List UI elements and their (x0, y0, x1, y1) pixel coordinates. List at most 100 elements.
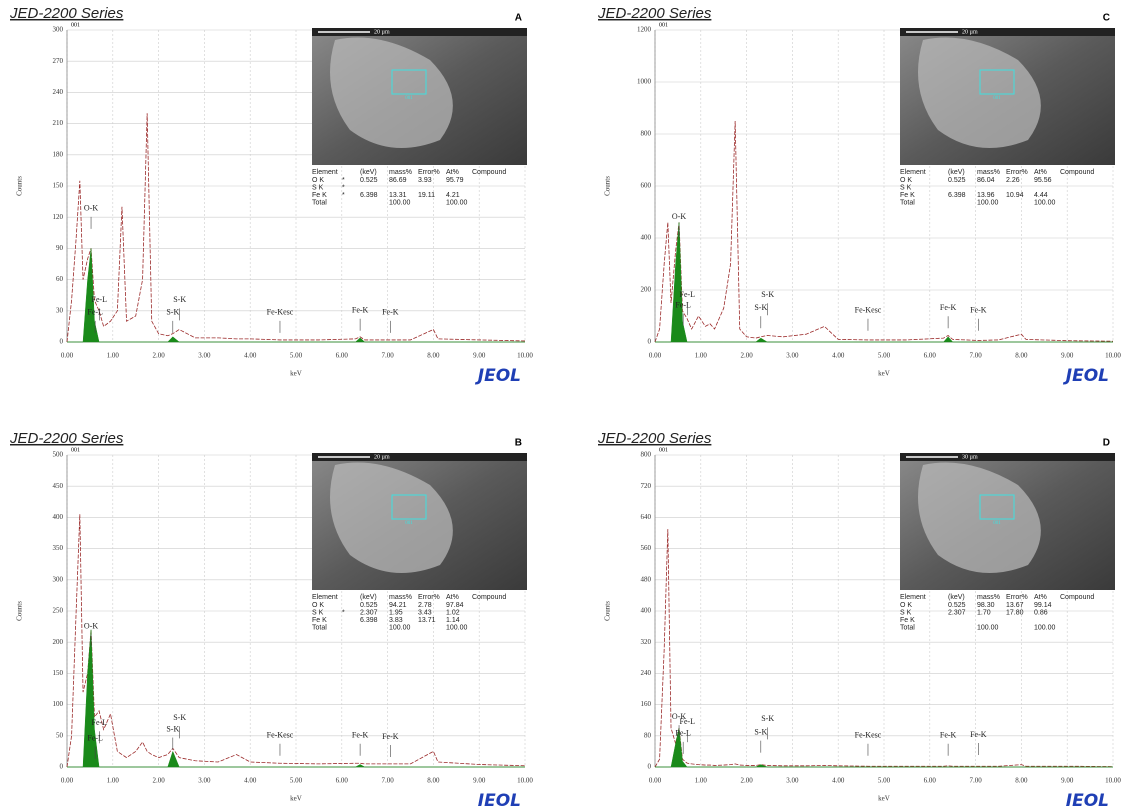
table-header: At% (446, 169, 459, 176)
table-header: Element (900, 594, 926, 601)
panel-label: D (1103, 438, 1110, 449)
table-cell: Fe K (312, 192, 327, 199)
y-tick-label: 1000 (637, 78, 652, 86)
table-cell: 10.94 (1006, 192, 1024, 199)
x-tick-label: 3.00 (198, 777, 211, 785)
peak-label: Fe-K (970, 730, 987, 739)
table-cell: 0.525 (360, 602, 378, 609)
peak-label: Fe-K (352, 306, 369, 315)
y-tick-label: 350 (53, 544, 64, 552)
table-cell: 0.86 (1034, 609, 1048, 616)
y-tick-label: 450 (53, 482, 64, 490)
y-tick-label: 30 (56, 306, 64, 314)
table-cell: S K (312, 184, 324, 191)
scale-bar-bg (312, 28, 527, 36)
x-axis-label: keV (290, 370, 302, 378)
table-cell: 100.00 (1034, 624, 1056, 631)
x-tick-label: 9.00 (473, 352, 486, 360)
x-tick-label: 7.00 (381, 352, 394, 360)
region-box (391, 69, 427, 95)
table-cell: 3.83 (389, 617, 403, 624)
table-cell: 95.79 (446, 177, 464, 184)
x-tick-label: 5.00 (290, 352, 303, 360)
x-tick-label: 9.00 (1061, 777, 1074, 785)
y-tick-label: 600 (641, 182, 652, 190)
x-tick-label: 4.00 (244, 352, 257, 360)
table-header: At% (1034, 169, 1047, 176)
table-header: (keV) (948, 169, 965, 176)
table-cell: Total (312, 624, 327, 631)
peak-area (67, 629, 525, 768)
logo: JEOL (475, 366, 521, 386)
peak-label: Fe-Kesc (267, 308, 294, 317)
x-tick-label: 6.00 (336, 352, 349, 360)
panel: JED-2200 Series B 001 0.00 1.00 2.00 3.00 4.00 5… (9, 430, 533, 806)
table-header: Error% (1006, 169, 1028, 176)
x-axis-label: keV (878, 795, 890, 803)
chart-title: JED-2200 Series (597, 5, 712, 22)
region-box (979, 69, 1015, 95)
peak-label: S-K (166, 308, 179, 317)
table-header: At% (1034, 594, 1047, 601)
table-cell: 2.26 (1006, 177, 1020, 184)
scale-label: 20 µm (374, 29, 390, 35)
spectrum-label: 001 (71, 447, 80, 453)
image-particle (330, 37, 453, 148)
table-cell: Fe K (900, 617, 915, 624)
y-tick-label: 270 (53, 57, 64, 65)
table-header: Error% (418, 594, 440, 601)
x-axis-label: keV (878, 370, 890, 378)
sem-image: 20 µm 001 (312, 453, 527, 590)
table-header: mass% (389, 594, 412, 601)
x-tick-label: 3.00 (198, 352, 211, 360)
y-tick-label: 300 (53, 575, 64, 583)
table-cell: 100.00 (389, 199, 411, 206)
image-particle (918, 37, 1041, 148)
peak-label: Fe-Kesc (855, 306, 882, 315)
panel-label: A (515, 13, 522, 24)
x-tick-label: 4.00 (244, 777, 257, 785)
table-cell: 94.21 (389, 602, 407, 609)
table-cell: Total (900, 624, 915, 631)
x-tick-label: 7.00 (969, 777, 982, 785)
region-box (391, 494, 427, 520)
x-tick-label: 10.00 (1105, 777, 1121, 785)
table-cell: 6.398 (948, 192, 966, 199)
y-tick-label: 800 (641, 130, 652, 138)
table-cell: 0.525 (948, 602, 966, 609)
x-tick-label: 6.00 (924, 352, 937, 360)
table-cell: 100.00 (446, 624, 468, 631)
table-cell: Fe K (900, 192, 915, 199)
peak-area (655, 727, 1113, 768)
peak-label: O-K (84, 621, 98, 630)
x-tick-label: 6.00 (924, 777, 937, 785)
panel-label: C (1103, 13, 1110, 24)
table-cell: 1.95 (389, 609, 403, 616)
table-cell: 86.69 (389, 177, 407, 184)
table-cell: 3.93 (418, 177, 432, 184)
peak-label: Fe-L (675, 300, 691, 309)
table-header: (keV) (948, 594, 965, 601)
table-cell: 19.11 (418, 192, 435, 199)
x-tick-label: 1.00 (695, 352, 708, 360)
y-tick-label: 150 (53, 182, 64, 190)
table-cell: 13.67 (1006, 602, 1024, 609)
peak-area (67, 248, 525, 343)
x-tick-label: 8.00 (427, 777, 440, 785)
scale-label: 20 µm (374, 454, 390, 460)
peak-label: S-K (754, 728, 767, 737)
x-tick-label: 10.00 (1105, 352, 1121, 360)
y-axis-label: Counts (604, 176, 612, 196)
x-tick-label: 2.00 (152, 777, 165, 785)
table-cell: 1.70 (977, 609, 991, 616)
x-tick-label: 8.00 (1015, 352, 1028, 360)
table-cell: 17.80 (1006, 609, 1024, 616)
y-tick-label: 160 (641, 700, 652, 708)
chart-title: JED-2200 Series (597, 430, 712, 447)
y-tick-label: 240 (53, 88, 64, 96)
y-tick-label: 50 (56, 731, 64, 739)
logo: JEOL (475, 791, 521, 806)
peak-label: O-K (672, 212, 686, 221)
table-cell: 6.398 (360, 617, 378, 624)
peak-label: Fe-L (92, 295, 108, 304)
